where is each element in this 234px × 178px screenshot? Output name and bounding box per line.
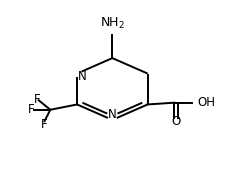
Text: F: F bbox=[41, 118, 48, 131]
Text: OH: OH bbox=[197, 96, 216, 109]
Text: F: F bbox=[33, 93, 40, 106]
Text: O: O bbox=[171, 115, 181, 128]
Text: NH$_2$: NH$_2$ bbox=[100, 16, 125, 31]
Text: F: F bbox=[27, 103, 34, 116]
Text: N: N bbox=[108, 108, 117, 121]
Text: N: N bbox=[78, 70, 87, 83]
